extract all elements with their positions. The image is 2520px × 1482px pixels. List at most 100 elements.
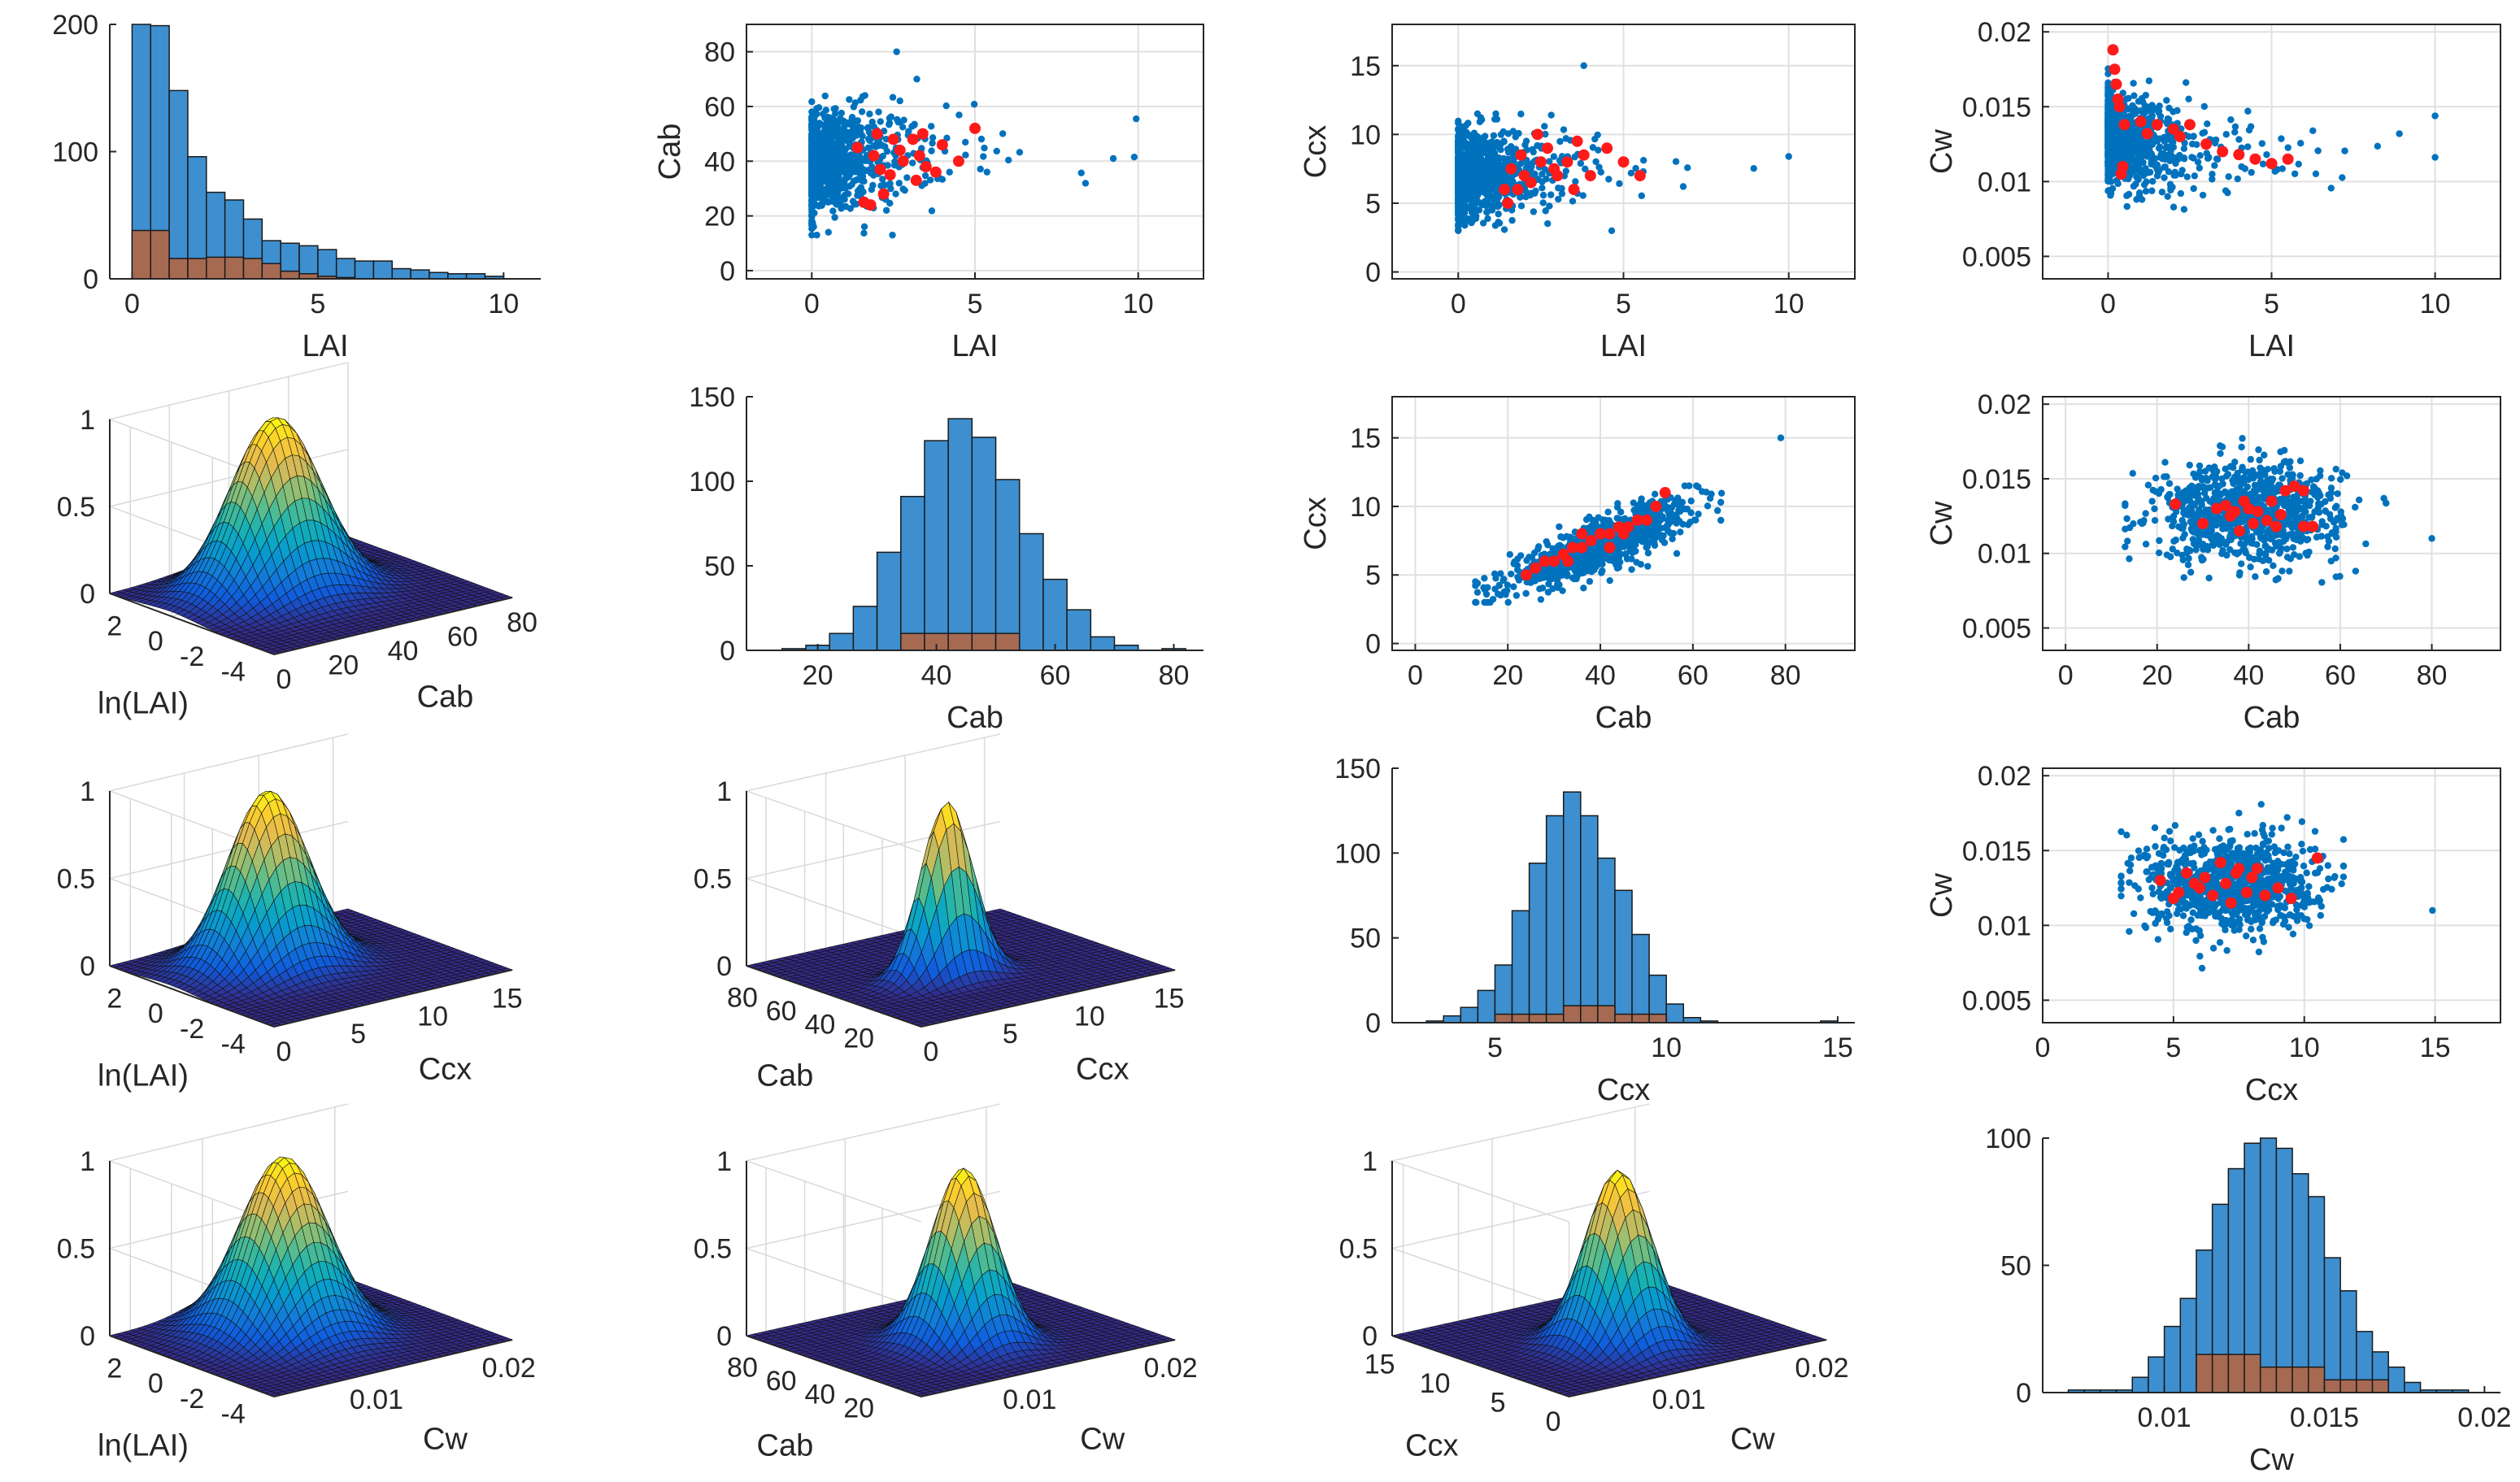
- bar-subset: [900, 632, 925, 651]
- y-tick-label: 50: [704, 551, 735, 582]
- bar-subset: [150, 229, 170, 280]
- data-point: [1589, 144, 1597, 151]
- data-point: [830, 145, 838, 152]
- data-point: [819, 185, 826, 193]
- data-point: [1628, 566, 1635, 573]
- bar: [335, 258, 356, 280]
- data-point: [977, 135, 986, 143]
- data-point: [1639, 157, 1647, 164]
- data-point: [825, 198, 832, 206]
- selected-point: [1505, 163, 1517, 175]
- data-point: [879, 152, 886, 160]
- data-point: [1482, 133, 1489, 140]
- data-point: [1490, 166, 1498, 174]
- selected-point: [868, 150, 880, 162]
- bar: [947, 418, 973, 651]
- data-point: [1508, 216, 1516, 224]
- data-point: [1676, 507, 1684, 515]
- data-point: [913, 76, 921, 83]
- bar: [829, 632, 855, 651]
- data-point: [2200, 102, 2209, 111]
- data-point: [1481, 575, 1488, 582]
- y-tick-label: 80: [704, 37, 735, 68]
- data-point: [962, 151, 969, 159]
- data-point: [2130, 80, 2137, 87]
- data-point: [1455, 147, 1462, 154]
- data-point: [1655, 530, 1663, 538]
- data-point: [1464, 159, 1471, 167]
- data-point: [808, 219, 816, 226]
- bar: [1018, 532, 1044, 651]
- x-tick-label: 0: [1451, 289, 1466, 319]
- data-point: [2185, 133, 2192, 141]
- data-point: [884, 162, 891, 169]
- data-point: [1651, 539, 1658, 546]
- data-point: [1463, 204, 1470, 212]
- selected-point: [2109, 63, 2121, 76]
- y-tick-label: 0: [148, 626, 163, 657]
- data-point: [2146, 146, 2153, 154]
- data-point: [1556, 523, 1563, 531]
- data-point: [808, 180, 816, 188]
- data-point: [1465, 217, 1473, 224]
- data-point: [847, 154, 855, 162]
- selected-point: [877, 188, 890, 200]
- data-point: [2190, 185, 2197, 193]
- data-point: [819, 194, 826, 202]
- x-axis-label: LAI: [951, 329, 998, 363]
- x-axis-label: LAI: [2248, 329, 2295, 363]
- data-point: [1495, 211, 1502, 218]
- data-point: [1471, 190, 1478, 198]
- data-point: [2169, 184, 2176, 191]
- data-point: [2180, 206, 2188, 213]
- data-point: [842, 146, 850, 153]
- selected-point: [1617, 156, 1630, 168]
- data-point: [1471, 163, 1478, 171]
- data-point: [946, 168, 953, 176]
- data-point: [1677, 502, 1685, 509]
- data-point: [962, 138, 969, 146]
- data-point: [983, 168, 990, 176]
- data-point: [1539, 191, 1547, 199]
- data-point: [2374, 142, 2382, 150]
- data-point: [2158, 154, 2166, 161]
- data-point: [2297, 140, 2305, 147]
- data-point: [1706, 494, 1714, 502]
- selected-point: [2113, 101, 2126, 113]
- data-point: [808, 173, 816, 180]
- x-tick-label: 0: [124, 289, 140, 319]
- data-point: [1717, 489, 1726, 497]
- data-point: [1472, 582, 1479, 589]
- data-point: [2295, 160, 2302, 168]
- bar: [1090, 636, 1116, 651]
- data-point: [1460, 217, 1467, 224]
- data-point: [1495, 219, 1504, 227]
- selected-point: [894, 144, 906, 156]
- x-tick-label: 0: [2100, 289, 2116, 319]
- data-point: [889, 93, 897, 101]
- data-point: [848, 180, 855, 189]
- data-point: [864, 124, 873, 132]
- data-point: [2138, 196, 2146, 203]
- data-point: [1539, 184, 1546, 192]
- y-tick-label: 0: [720, 256, 735, 287]
- y-axis-label: Cw: [1925, 129, 1959, 174]
- data-point: [861, 92, 868, 99]
- data-point: [1506, 550, 1513, 558]
- data-point: [1546, 202, 1553, 210]
- data-point: [1785, 153, 1792, 160]
- data-point: [2117, 129, 2125, 137]
- selected-point: [1548, 163, 1560, 175]
- selected-point: [2135, 115, 2147, 128]
- data-point: [2123, 202, 2130, 211]
- data-point: [881, 181, 889, 189]
- data-point: [2164, 193, 2171, 200]
- y-tick-label: 150: [689, 382, 735, 413]
- selected-point: [1525, 176, 1537, 189]
- x-tick-label: 5: [2264, 289, 2279, 319]
- data-point: [813, 105, 820, 112]
- bar: [924, 440, 949, 651]
- x-tick-label: 0: [276, 664, 292, 695]
- data-point: [808, 131, 816, 138]
